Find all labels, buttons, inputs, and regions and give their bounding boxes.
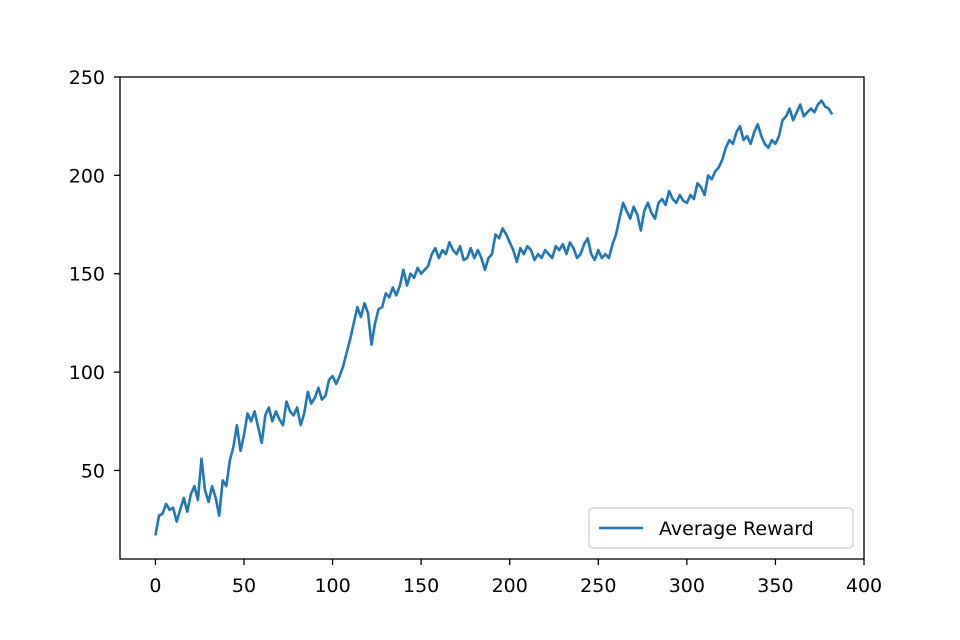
x-tick-label: 300 xyxy=(669,575,705,597)
x-tick-label: 250 xyxy=(580,575,616,597)
x-tick-label: 350 xyxy=(757,575,793,597)
series-line-average-reward xyxy=(154,99,834,536)
axes-frame xyxy=(119,76,865,560)
x-tick-label: 150 xyxy=(403,575,439,597)
y-axis: 50 100 150 200 250 xyxy=(69,67,120,482)
x-axis: 0 50 100 150 200 250 300 350 400 xyxy=(149,559,882,597)
x-tick-label: 400 xyxy=(846,575,882,597)
legend-box xyxy=(588,507,854,549)
plot-area xyxy=(154,99,834,536)
y-tick-label: 250 xyxy=(69,67,105,89)
y-tick-label: 100 xyxy=(69,362,105,384)
y-tick-label: 200 xyxy=(69,165,105,187)
x-tick-label: 0 xyxy=(149,575,161,597)
y-tick-label: 150 xyxy=(69,264,105,286)
y-tick-label: 50 xyxy=(81,460,105,482)
legend: Average Reward xyxy=(588,507,854,549)
legend-entry-label: Average Reward xyxy=(659,518,814,540)
x-tick-label: 50 xyxy=(232,575,256,597)
x-tick-label: 100 xyxy=(314,575,350,597)
x-tick-label: 200 xyxy=(492,575,528,597)
